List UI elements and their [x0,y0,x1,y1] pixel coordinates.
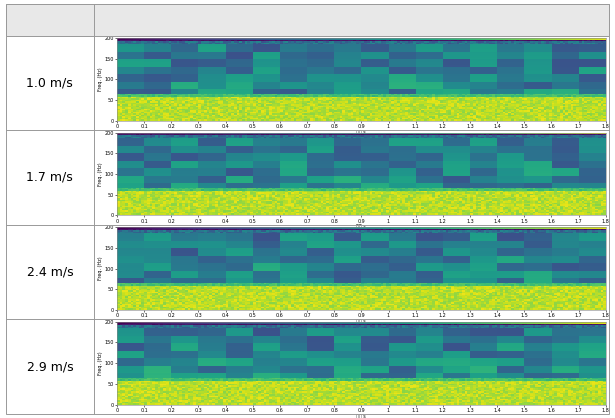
Text: 구분: 구분 [42,13,57,26]
X-axis label: 시간 s: 시간 s [357,413,366,418]
Y-axis label: Freq. (Hz): Freq. (Hz) [98,257,103,280]
Y-axis label: Freq. (Hz): Freq. (Hz) [98,162,103,186]
Y-axis label: Freq. (Hz): Freq. (Hz) [98,352,103,375]
Text: 내용: 내용 [344,13,359,26]
Text: 1.7 m/s: 1.7 m/s [26,171,73,184]
X-axis label: 시간 s: 시간 s [357,130,366,135]
Text: 1.0 m/s: 1.0 m/s [26,76,73,89]
Text: 2.9 m/s: 2.9 m/s [26,360,73,373]
Y-axis label: Freq. (Hz): Freq. (Hz) [98,68,103,91]
X-axis label: 시간 s: 시간 s [357,319,366,324]
Text: 2.4 m/s: 2.4 m/s [26,265,73,278]
X-axis label: 시간 s: 시간 s [357,224,366,229]
Bar [6,4,609,36]
